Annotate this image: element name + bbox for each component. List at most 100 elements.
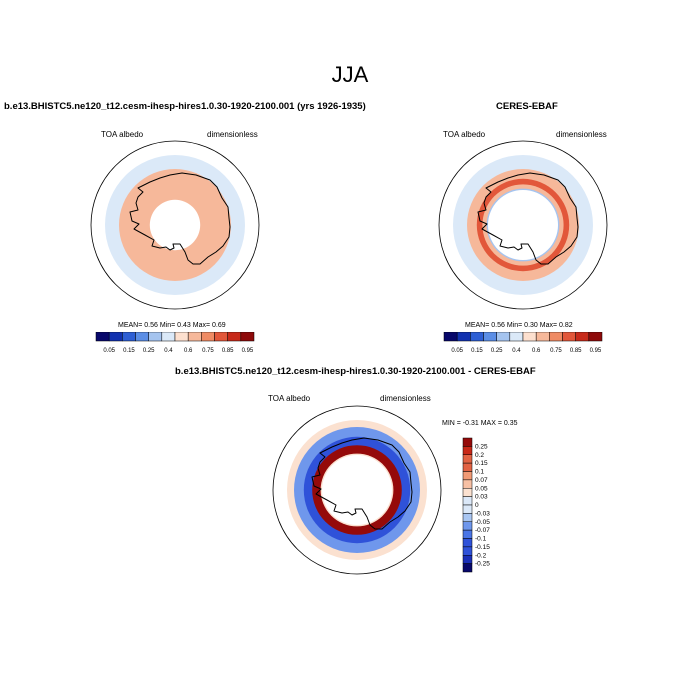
panel-2-variable: TOA albedo [443,130,486,139]
colorbar-tick-label: 0.15 [123,348,135,354]
colorbar-swatch [496,332,511,342]
colorbar-swatch [588,332,603,342]
colorbar-swatch [462,504,473,514]
panel-3-variable: TOA albedo [268,394,311,403]
panel-1-map-border [90,140,260,310]
colorbar-swatch [201,332,215,342]
panel-2-mean-label: MEAN= [465,322,490,329]
antarctica-coastline [129,172,231,265]
colorbar-tick-label: -0.05 [475,519,490,526]
panel-1-colorbar: 0.05 0.15 0.25 0.4 0.6 0.75 0.85 0.95 [95,332,255,354]
colorbar-swatch [462,563,473,573]
panel-2-colorbar: 0.05 0.15 0.25 0.4 0.6 0.75 0.85 0.95 [443,332,603,354]
colorbar-tick-label: -0.15 [475,544,490,551]
colorbar-tick-label: 0.75 [550,348,562,354]
colorbar-swatch [148,332,163,342]
colorbar-swatch [549,332,563,342]
colorbar-swatch [462,538,473,548]
colorbar-tick-label: 0.4 [164,348,173,354]
colorbar-tick-label: 0 [475,502,479,509]
colorbar-tick-label: 0.95 [242,348,254,354]
colorbar-tick-label: 0.75 [202,348,214,354]
panel-1-mean-value: 0.56 [144,322,158,329]
colorbar-swatch [509,332,524,342]
colorbar-swatch [174,332,189,342]
colorbar-tick-label: 0.03 [475,494,488,501]
colorbar-tick-label: -0.07 [475,527,490,534]
panel-1-title: b.e13.BHISTC5.ne120_t12.cesm-ihesp-hires… [4,101,366,112]
colorbar-swatch [462,454,473,464]
colorbar-tick-label: 0.6 [532,348,541,354]
colorbar-swatch [135,332,149,342]
colorbar-swatch [462,513,473,523]
panel-2-mean-value: 0.56 [491,322,505,329]
colorbar-swatch [187,332,202,342]
colorbar-tick-label: 0.85 [570,348,582,354]
antarctica-coastline [477,172,579,265]
colorbar-tick-label: 0.85 [222,348,234,354]
colorbar-tick-label: 0.25 [491,348,503,354]
colorbar-tick-label: -0.2 [475,552,487,559]
colorbar-tick-label: 0.07 [475,477,488,484]
panel-3-stats: MIN = -0.31 MAX = 0.35 [442,420,518,427]
panel-2-title: CERES-EBAF [496,101,558,112]
colorbar-swatch [462,496,473,506]
panel-2-map-border [438,140,608,310]
panel-1-max-value: 0.69 [212,322,226,329]
panel-2-map [438,140,608,310]
panel-3-units: dimensionless [380,394,431,403]
colorbar-swatch [462,555,473,564]
colorbar-swatch [483,332,497,342]
colorbar-swatch [462,546,473,556]
colorbar-tick-label: -0.25 [475,561,490,568]
panel-1-map-rings [105,155,245,295]
panel-3-map [272,405,442,575]
colorbar-swatch [535,332,550,342]
polar-interior [488,190,558,260]
panel-1-units: dimensionless [207,130,258,139]
colorbar-tick-label: 0.4 [512,348,521,354]
colorbar-swatch [462,479,473,489]
panel-1-stats: MEAN= 0.56 Min= 0.43 Max= 0.69 [118,322,226,329]
colorbar-swatch [562,332,576,342]
colorbar-swatch [240,332,255,342]
colorbar-swatch [462,529,473,539]
panel-2-stats: MEAN= 0.56 Min= 0.30 Max= 0.82 [465,322,573,329]
colorbar-tick-label: 0.95 [590,348,602,354]
colorbar-swatch [443,332,458,342]
colorbar-tick-label: 0.15 [475,460,488,467]
panel-2-min-label: Min= [506,322,523,329]
antarctica-coastline [311,437,413,530]
colorbar-tick-label: 0.05 [103,348,115,354]
colorbar-swatch [575,332,590,342]
colorbar-tick-label: -0.1 [475,536,487,543]
colorbar-swatch [122,332,136,342]
colorbar-tick-label: 0.25 [143,348,155,354]
panel-1-min-label: Min= [159,322,176,329]
panel-2-max-value: 0.82 [559,322,573,329]
panel-3-map-rings [287,420,427,560]
panel-1-variable: TOA albedo [101,130,144,139]
panel-2-min-value: 0.30 [524,322,538,329]
colorbar-swatch [522,332,537,342]
panel-3-colorbar: 0.250.20.150.10.070.050.030-0.03-0.05-0.… [462,437,490,573]
colorbar-swatch [462,446,473,456]
colorbar-tick-label: 0.2 [475,452,484,459]
colorbar-tick-label: 0.1 [475,469,484,476]
colorbar-swatch [462,471,473,481]
panel-3-map-border [272,405,442,575]
colorbar-tick-label: 0.15 [471,348,483,354]
panel-2-units: dimensionless [556,130,607,139]
colorbar-swatch [462,488,473,497]
panel-2-map-rings [453,155,593,295]
figure-title: JJA [331,62,369,87]
panel-2-max-label: Max= [539,322,558,329]
colorbar-swatch [108,332,123,342]
colorbar-swatch [462,437,473,447]
panel-1-map [90,140,260,310]
colorbar-tick-label: -0.03 [475,510,490,517]
panel-1-min-value: 0.43 [177,322,191,329]
colorbar-swatch [456,332,471,342]
colorbar-swatch [470,332,484,342]
panel-1-mean-label: MEAN= [118,322,143,329]
